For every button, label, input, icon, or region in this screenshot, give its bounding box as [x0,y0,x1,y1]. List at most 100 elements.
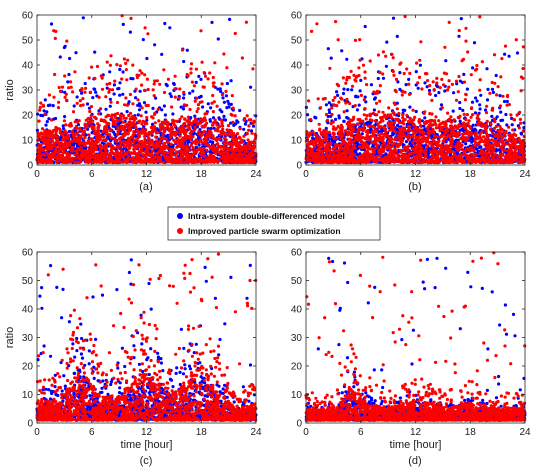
data-point [211,144,216,148]
data-point [220,93,224,97]
data-point [201,105,205,109]
data-point [233,114,237,118]
data-point [244,20,248,24]
y-tick-label: 0 [27,161,33,172]
data-point [329,56,333,60]
data-point [43,112,47,116]
data-point [83,90,87,94]
data-point [154,135,158,139]
data-point [162,144,166,148]
data-point [143,122,147,126]
data-point [198,132,202,136]
data-point [137,108,142,112]
data-point [169,142,173,146]
data-point [407,82,411,86]
data-point [218,87,222,91]
data-point [134,96,138,100]
data-point [86,117,90,121]
data-point [126,58,130,62]
data-point [504,112,508,117]
data-point [121,160,125,164]
data-point [326,47,330,51]
data-point [141,153,145,157]
data-point [63,160,67,164]
scatter-points [35,14,258,165]
data-point [99,118,103,122]
data-point [134,125,138,129]
data-point [381,76,386,80]
data-point [152,155,156,159]
data-point [121,22,125,26]
data-point [97,112,101,116]
data-point [186,140,190,144]
data-point [211,81,215,85]
data-point [123,103,127,107]
data-point [218,108,222,112]
data-point [316,97,320,101]
data-point [178,134,182,138]
data-point [462,80,467,84]
data-point [52,95,56,99]
data-point [172,148,176,152]
data-point [38,105,42,109]
data-point [205,139,209,143]
data-point [203,154,207,159]
data-point [79,134,83,138]
data-point [187,158,192,163]
data-point [148,141,152,146]
data-point [64,123,68,127]
data-point [70,130,74,134]
data-point [132,130,136,134]
data-point [140,146,144,150]
data-point [406,119,411,124]
data-point [460,147,464,152]
data-point [216,37,220,41]
data-point [166,140,170,144]
data-point [173,87,177,91]
data-point [61,126,66,131]
data-point [181,128,185,132]
data-point [521,129,525,133]
data-point [43,98,47,102]
data-point [138,119,142,123]
data-point [109,139,113,143]
data-point [180,150,184,154]
data-point [195,109,199,114]
data-point [74,127,78,131]
y-tick-label: 40 [22,61,34,72]
data-point [126,160,130,164]
data-point [342,87,346,91]
data-point [65,151,69,155]
data-point [52,128,56,132]
data-point [484,111,489,115]
data-point [46,138,51,142]
data-point [62,119,66,123]
data-point [177,96,181,100]
data-point [87,76,91,80]
data-point [44,158,48,162]
data-point [191,89,195,93]
data-point [49,118,54,122]
data-point [237,154,241,158]
data-point [93,76,97,80]
data-point [60,85,65,89]
data-point [461,108,465,112]
data-point [335,90,339,94]
data-point [119,149,123,153]
data-point [199,77,203,81]
data-point [120,14,124,18]
data-point [243,118,247,122]
data-point [121,120,126,124]
data-point [97,159,101,163]
data-point [108,142,112,146]
data-point [166,77,170,81]
data-point [118,81,122,85]
data-point [244,156,249,160]
data-point [151,116,155,120]
data-point [155,127,159,131]
data-point [55,138,60,142]
x-tick-label: 24 [250,169,262,180]
data-point [250,131,254,135]
data-point [196,103,200,107]
